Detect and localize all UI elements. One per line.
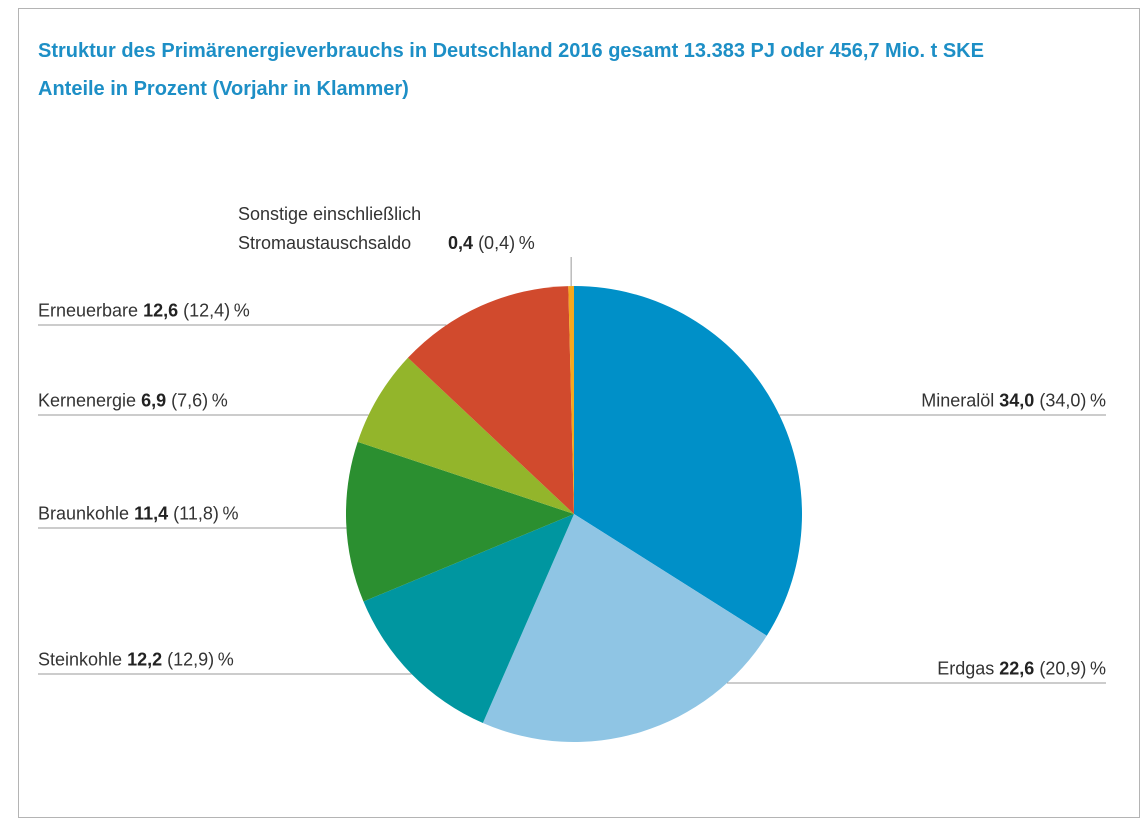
slice-label: Mineralöl 34,0 (34,0) % (921, 387, 1106, 416)
category-label: Sonstige einschließlich Stromaustauschsa… (238, 204, 422, 253)
unit-label: % (1089, 658, 1106, 679)
pie-slice (363, 514, 574, 724)
prev-value-label: (34,0) (1039, 390, 1087, 411)
value-label: 11,4 (134, 503, 169, 524)
value-label: 12,6 (143, 300, 179, 321)
prev-value-label: (11,8) (173, 503, 219, 524)
value-label: 0,4 (448, 233, 474, 253)
prev-value-label: (7,6) (171, 390, 209, 411)
slice-label: Sonstige einschließlich Stromaustauschsa… (238, 200, 535, 258)
slice-label: Erdgas 22,6 (20,9) % (937, 655, 1106, 684)
prev-value-label: (12,4) (183, 300, 231, 321)
category-label: Erneuerbare (38, 300, 139, 321)
category-label: Braunkohle (38, 503, 130, 524)
value-label: 22,6 (999, 658, 1035, 679)
category-label: Mineralöl (921, 390, 995, 411)
category-label: Steinkohle (38, 649, 123, 670)
pie-slice (574, 286, 802, 636)
category-label: Kernenergie (38, 390, 137, 411)
unit-label: % (518, 233, 535, 253)
value-label: 34,0 (999, 390, 1035, 411)
slice-label: Steinkohle 12,2 (12,9) % (38, 646, 234, 675)
pie-slice (345, 441, 574, 602)
chart-title: Struktur des Primärenergieverbrauchs in … (38, 40, 984, 62)
unit-label: % (233, 300, 250, 321)
unit-label: % (211, 390, 228, 411)
pie-slice (482, 514, 767, 743)
slice-label: Braunkohle 11,4 (11,8) % (38, 500, 238, 529)
value-label: 6,9 (141, 390, 167, 411)
value-label: 12,2 (127, 649, 163, 670)
prev-value-label: (12,9) (167, 649, 215, 670)
category-label: Erdgas (937, 658, 995, 679)
slice-label: Kernenergie 6,9 (7,6) % (38, 387, 228, 416)
pie-slice (357, 357, 574, 514)
slice-label: Erneuerbare 12,6 (12,4) % (38, 297, 250, 326)
pie-slice (568, 286, 574, 514)
prev-value-label: (20,9) (1039, 658, 1087, 679)
unit-label: % (217, 649, 234, 670)
prev-value-label: (0,4) (478, 233, 516, 253)
unit-label: % (222, 503, 239, 524)
unit-label: % (1089, 390, 1106, 411)
chart-subtitle: Anteile in Prozent (Vorjahr in Klammer) (38, 78, 409, 100)
pie-slice (407, 286, 574, 514)
